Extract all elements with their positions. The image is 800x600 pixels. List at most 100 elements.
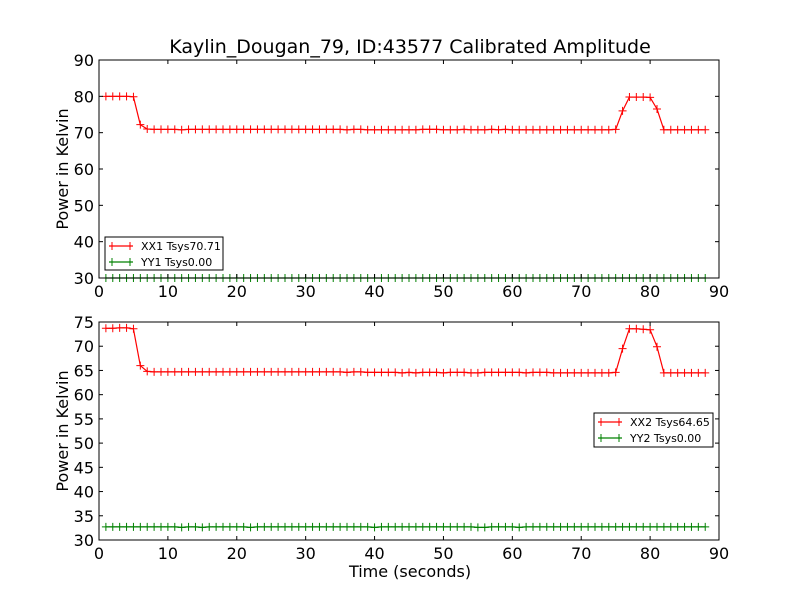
top-point-xx1 [625,93,634,102]
top-point-xx1 [418,125,427,134]
top-point-xx1 [687,125,696,134]
bottom-point-xx2 [322,367,331,376]
top-point-xx1 [225,125,234,134]
top-point-xx1 [446,125,455,134]
top-point-xx1 [377,125,386,134]
bottom-point-xx2 [632,324,641,333]
top-point-xx1 [694,125,703,134]
bottom-point-yy2 [191,522,200,531]
top-point-xx1 [432,125,441,134]
bottom-point-yy2 [205,522,214,531]
bottom-point-yy2 [425,522,434,531]
bottom-point-yy2 [535,522,544,531]
bottom-point-yy2 [143,522,152,531]
bottom-point-xx2 [625,324,634,333]
bottom-point-xx2 [315,367,324,376]
bottom-point-yy2 [460,522,469,531]
top-point-xx1 [666,125,675,134]
top-point-xx1 [494,125,503,134]
top-point-xx1 [294,125,303,134]
bottom-legend-label-xx2: XX2 Tsys64.65 [630,416,710,429]
bottom-point-xx2 [405,368,413,377]
top-point-xx1 [398,125,407,134]
bottom-point-xx2 [212,367,221,376]
bottom-point-xx2 [384,368,393,377]
top-legend-box [104,236,224,271]
bottom-point-xx2 [108,324,117,333]
top-point-xx1 [191,125,200,134]
bottom-point-xx2 [418,368,427,377]
top-point-xx1 [453,125,462,134]
top-point-xx1 [329,125,338,134]
bottom-y-tick-label: 60 [74,386,94,405]
bottom-point-xx2 [267,367,276,376]
bottom-point-xx2 [398,368,407,377]
bottom-point-xx2 [205,367,214,376]
top-point-xx1 [301,125,310,134]
top-point-xx1 [501,125,510,134]
top-point-xx1 [232,125,241,134]
bottom-point-yy2 [508,522,517,531]
top-point-xx1 [584,125,593,134]
bottom-point-xx2 [591,368,599,377]
bottom-y-tick-label: 50 [74,434,94,453]
bottom-point-yy2 [522,522,531,531]
bottom-point-yy2 [315,522,324,531]
bottom-plot-frame [98,321,720,541]
bottom-legend: XX2 Tsys64.65 YY2 Tsys0.00 [593,412,714,448]
top-point-xx1 [529,125,537,134]
top-point-xx1 [646,93,655,102]
bottom-point-xx2 [604,368,613,377]
bottom-point-xx2 [219,367,227,376]
bottom-x-tick-label: 20 [227,544,247,563]
top-point-xx1 [473,125,482,134]
top-point-xx1 [157,125,165,134]
bottom-x-tick-label: 50 [433,544,453,563]
bottom-point-xx2 [467,368,475,377]
bottom-point-yy2 [604,522,613,531]
bottom-point-yy2 [184,522,193,531]
bottom-point-yy2 [680,522,689,531]
bottom-point-yy2 [356,522,365,531]
top-point-xx1 [535,125,544,134]
top-x-tick-label: 30 [295,282,315,301]
top-point-xx1 [659,125,668,134]
bottom-point-xx2 [680,368,689,377]
top-point-xx1 [370,125,379,134]
bottom-point-yy2 [212,522,221,531]
bottom-y-tick-label: 35 [74,507,94,526]
top-ticks-layer: 0 10 20 30 40 50 60 70 80 90 30 40 50 60 70 80 90 [74,51,730,301]
bottom-point-xx2 [391,368,400,377]
top-legend-label-yy1: YY1 Tsys0.00 [140,256,212,269]
bottom-x-tick-label: 60 [502,544,522,563]
top-x-tick-label: 90 [709,282,729,301]
top-point-xx1 [680,125,689,134]
top-point-xx1 [577,125,586,134]
top-x-tick-label: 80 [640,282,660,301]
top-point-xx1 [460,125,469,134]
bottom-point-yy2 [556,522,565,531]
bottom-point-xx2 [308,367,317,376]
top-point-xx1 [239,125,248,134]
top-x-tick-label: 50 [433,282,453,301]
top-point-xx1 [281,125,289,134]
top-point-xx1 [343,125,351,134]
bottom-point-xx2 [122,323,131,332]
top-point-xx1 [425,125,434,134]
bottom-point-yy2 [294,522,303,531]
bottom-point-xx2 [439,368,448,377]
bottom-point-yy2 [577,522,586,531]
bottom-point-xx2 [329,367,338,376]
bottom-point-yy2 [301,522,310,531]
bottom-point-xx2 [170,367,179,376]
bottom-point-xx2 [542,368,551,377]
bottom-point-xx2 [370,368,379,377]
bottom-point-xx2 [460,368,469,377]
bottom-point-xx2 [673,368,682,377]
bottom-point-yy2 [157,522,165,531]
bottom-point-xx2 [529,368,537,377]
bottom-point-yy2 [549,522,558,531]
bottom-point-yy2 [467,522,475,531]
bottom-point-xx2 [535,368,544,377]
bottom-point-yy2 [480,523,489,532]
